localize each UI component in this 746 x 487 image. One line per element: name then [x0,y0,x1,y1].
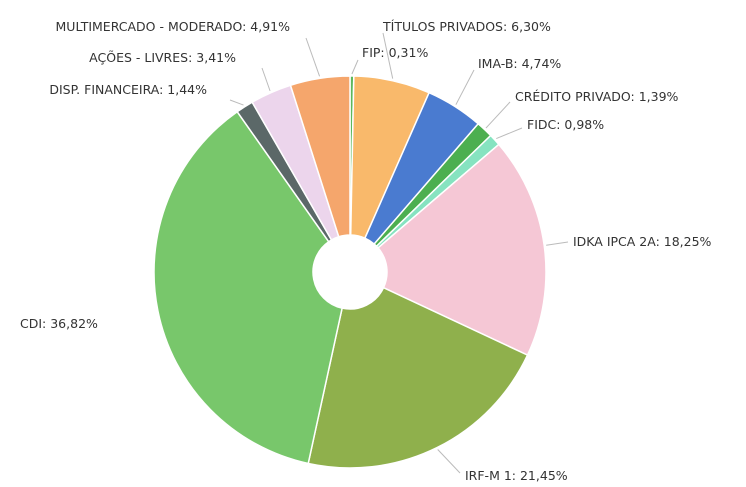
leader-line [455,69,475,105]
slice-label: CDI: 36,82% [20,316,98,331]
slice-label: IDKA IPCA 2A: 18,25% [573,234,712,249]
slice-label: FIP: 0,31% [362,45,428,60]
separator: : [42,316,50,331]
separator: : [503,19,511,34]
separator: : [242,19,250,34]
category-name: IMA-B [478,56,513,71]
value-label: 36,82% [50,316,98,331]
separator: : [380,45,388,60]
leader-line [437,449,461,474]
value-label: 4,74% [522,56,562,71]
slice [377,143,547,357]
slice [307,286,529,469]
separator: : [656,234,664,249]
leader-line [351,59,359,75]
separator: : [513,56,521,71]
leader-line [496,127,523,140]
category-name: IRF-M 1 [465,468,512,483]
category-name: CDI [20,316,42,331]
value-label: 3,41% [196,50,236,65]
category-name: TÍTULOS PRIVADOS [382,19,503,34]
slice-label: IRF-M 1: 21,45% [465,468,568,483]
leader-line [305,37,321,77]
category-name: IDKA IPCA 2A [573,234,656,249]
category-name: MULTIMERCADO - MODERADO [56,19,243,34]
leader-line [546,241,569,246]
separator: : [159,82,167,97]
category-name: FIP [362,45,381,60]
slice [153,110,344,465]
slice-label: TÍTULOS PRIVADOS: 6,30% [382,19,551,34]
leader-line [261,67,271,92]
slice [289,75,351,238]
value-label: 21,45% [520,468,568,483]
value-label: 1,44% [167,82,207,97]
category-name: DISP. FINANCEIRA [49,82,159,97]
slice-label: AÇÕES - LIVRES: 3,41% [89,50,236,65]
category-name: AÇÕES - LIVRES [89,50,188,65]
value-label: 0,98% [564,117,604,132]
slice-label: IMA-B: 4,74% [478,56,561,71]
slice-label: CRÉDITO PRIVADO: 1,39% [515,89,679,104]
value-label: 0,31% [389,45,429,60]
slice-label: MULTIMERCADO - MODERADO: 4,91% [56,19,291,34]
separator: : [512,468,520,483]
value-label: 1,39% [639,89,679,104]
slice-label: FIDC: 0,98% [527,117,604,132]
value-label: 6,30% [511,19,551,34]
separator: : [631,89,639,104]
separator: : [188,50,196,65]
value-label: 18,25% [664,234,712,249]
category-name: FIDC [527,117,557,132]
category-name: CRÉDITO PRIVADO [515,89,631,104]
slice-label: DISP. FINANCEIRA: 1,44% [49,82,207,97]
leader-line [229,99,244,106]
separator: : [556,117,564,132]
value-label: 4,91% [250,19,290,34]
leader-line [382,32,394,79]
leader-line [485,101,511,129]
